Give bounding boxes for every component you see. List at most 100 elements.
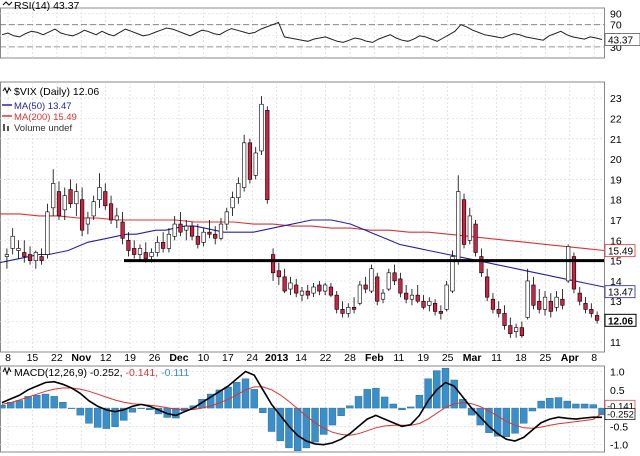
candle <box>103 183 108 210</box>
candle-body <box>143 252 148 259</box>
candle <box>120 211 125 245</box>
candle-body <box>525 280 530 318</box>
macd-histogram-bar <box>241 378 250 409</box>
candle <box>369 264 374 294</box>
x-tick-label: Apr <box>561 352 579 364</box>
macd-histogram-bar <box>589 404 597 409</box>
candle-body <box>450 256 455 292</box>
x-tick-label: 19 <box>417 352 429 364</box>
last-price-box <box>604 313 637 327</box>
candle <box>288 276 293 296</box>
ma50-value: 13.47 <box>608 288 633 299</box>
candle-body <box>380 292 386 300</box>
macd-histogram-bar <box>520 407 528 424</box>
candle-body <box>444 284 449 310</box>
candle-body <box>97 187 102 200</box>
candle-body <box>340 309 345 314</box>
candle <box>577 287 582 306</box>
macd-histogram-bar <box>380 396 389 409</box>
candle-body <box>155 242 160 253</box>
candle <box>317 280 322 296</box>
candle <box>218 217 224 241</box>
candle <box>450 250 455 294</box>
x-tick-label: Dec <box>169 352 188 364</box>
macd-histogram-bar <box>450 379 458 409</box>
candle <box>571 252 577 294</box>
macd-histogram-bar <box>493 407 502 437</box>
candle <box>51 169 56 216</box>
price-tick-label: 14 <box>610 276 622 288</box>
macd-histogram-bar <box>459 399 467 409</box>
macd-histogram-bar <box>267 407 276 432</box>
candle-body <box>508 325 513 335</box>
candle <box>311 282 316 298</box>
macd-histogram-bar <box>33 395 41 409</box>
candle <box>589 303 594 318</box>
candle <box>224 207 229 231</box>
candle <box>334 291 339 314</box>
candle-body <box>542 296 548 310</box>
price-tick-label: 15 <box>610 256 622 268</box>
candle <box>595 311 600 324</box>
macd-histogram-bar <box>146 407 154 411</box>
candle-body <box>22 252 27 257</box>
ma50-legend-label: MA(50) 13.47 <box>14 101 72 112</box>
macd-legend-icon <box>2 366 12 376</box>
candle <box>68 179 73 208</box>
price-tick-label: 18 <box>610 195 622 207</box>
candle-body <box>132 248 137 255</box>
macd-histogram-bar <box>285 407 293 449</box>
candle <box>473 220 478 257</box>
candle <box>22 240 27 263</box>
candle-body <box>554 296 559 308</box>
candle-body <box>427 300 432 306</box>
candle <box>282 268 287 294</box>
candle <box>519 321 524 338</box>
macd-histogram-bar <box>59 402 67 409</box>
x-tick-label: 26 <box>149 352 161 364</box>
candle-body <box>207 231 212 235</box>
candle-body <box>282 276 287 292</box>
candle-body <box>103 191 108 207</box>
candle <box>398 272 403 298</box>
x-tick-label: Nov <box>71 352 91 364</box>
x-tick-label: 22 <box>51 352 63 364</box>
candle-body <box>120 221 125 239</box>
candle-body <box>305 290 310 296</box>
candle <box>409 289 415 306</box>
rsi-tick-label: 70 <box>610 20 622 32</box>
candle <box>404 284 409 304</box>
macd-signal-line <box>1 386 603 436</box>
price-tick-label: 22 <box>610 113 622 125</box>
candle <box>207 220 212 239</box>
candle <box>213 226 218 245</box>
macd-value-box <box>604 408 636 421</box>
candle-body <box>404 292 409 300</box>
rsi-line <box>1 21 603 43</box>
price-tick-label: 23 <box>610 93 622 105</box>
macd-histogram-bar <box>354 396 363 409</box>
x-tick-label: 28 <box>344 352 356 364</box>
rsi-legend-label: RSI(14) 43.37 <box>14 0 80 12</box>
x-tick-label: 17 <box>222 352 234 364</box>
candle-body <box>270 254 276 274</box>
macd-legend-macd: MACD(12,26,9) -0.252, <box>14 367 125 379</box>
macd-histogram-bar <box>363 389 371 409</box>
candle-body <box>56 191 62 217</box>
x-tick-label: 11 <box>491 352 502 364</box>
price-legend-icon <box>2 86 12 95</box>
candle <box>195 224 200 249</box>
candle <box>16 240 21 259</box>
candle <box>108 195 114 225</box>
candle <box>351 297 357 314</box>
candle <box>33 250 38 269</box>
x-tick-label: 19 <box>124 352 136 364</box>
candle <box>4 248 9 269</box>
x-tick-label: 12 <box>100 352 112 364</box>
candle <box>85 211 90 235</box>
candle-body <box>456 191 461 261</box>
candle-body <box>392 272 397 282</box>
macd-histogram-bar <box>128 407 137 413</box>
candle-body <box>137 248 143 255</box>
